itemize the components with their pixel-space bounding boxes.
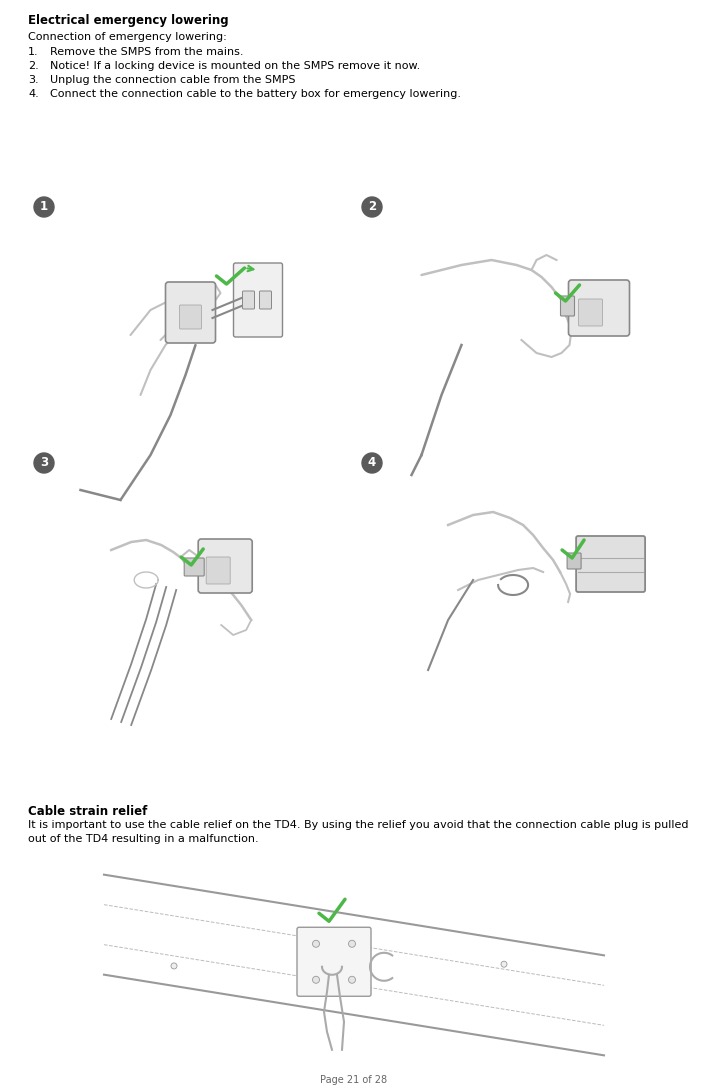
Text: Notice! If a locking device is mounted on the SMPS remove it now.: Notice! If a locking device is mounted o… (50, 61, 420, 71)
Text: Page 21 of 28: Page 21 of 28 (320, 1075, 388, 1085)
FancyBboxPatch shape (569, 280, 630, 337)
Circle shape (34, 453, 54, 473)
Text: 1.: 1. (28, 47, 38, 57)
FancyBboxPatch shape (165, 282, 216, 343)
FancyBboxPatch shape (242, 291, 255, 309)
Circle shape (501, 962, 507, 967)
FancyBboxPatch shape (179, 305, 201, 329)
FancyBboxPatch shape (561, 296, 574, 316)
Text: 2.: 2. (28, 61, 39, 71)
FancyBboxPatch shape (567, 553, 581, 568)
Text: 3.: 3. (28, 75, 38, 85)
Circle shape (34, 197, 54, 217)
Text: 4.: 4. (28, 89, 39, 99)
FancyBboxPatch shape (233, 264, 282, 337)
Text: Connect the connection cable to the battery box for emergency lowering.: Connect the connection cable to the batt… (50, 89, 461, 99)
FancyBboxPatch shape (259, 291, 272, 309)
Text: Connection of emergency lowering:: Connection of emergency lowering: (28, 32, 227, 42)
FancyBboxPatch shape (576, 536, 645, 592)
FancyBboxPatch shape (184, 558, 204, 576)
FancyBboxPatch shape (297, 927, 371, 996)
Text: 2: 2 (368, 200, 376, 213)
Text: Electrical emergency lowering: Electrical emergency lowering (28, 14, 228, 27)
Text: 3: 3 (40, 456, 48, 469)
Text: Cable strain relief: Cable strain relief (28, 805, 147, 818)
FancyBboxPatch shape (206, 556, 230, 584)
Text: It is important to use the cable relief on the TD4. By using the relief you avoi: It is important to use the cable relief … (28, 820, 688, 830)
Circle shape (349, 940, 355, 947)
Circle shape (349, 976, 355, 983)
Circle shape (362, 197, 382, 217)
Text: out of the TD4 resulting in a malfunction.: out of the TD4 resulting in a malfunctio… (28, 834, 259, 844)
Text: 1: 1 (40, 200, 48, 213)
FancyBboxPatch shape (199, 539, 252, 594)
Text: Unplug the connection cable from the SMPS: Unplug the connection cable from the SMP… (50, 75, 296, 85)
Circle shape (362, 453, 382, 473)
Text: Remove the SMPS from the mains.: Remove the SMPS from the mains. (50, 47, 243, 57)
Circle shape (313, 940, 320, 947)
Circle shape (313, 976, 320, 983)
FancyBboxPatch shape (579, 299, 603, 326)
Text: 4: 4 (368, 456, 376, 469)
Circle shape (171, 963, 177, 969)
